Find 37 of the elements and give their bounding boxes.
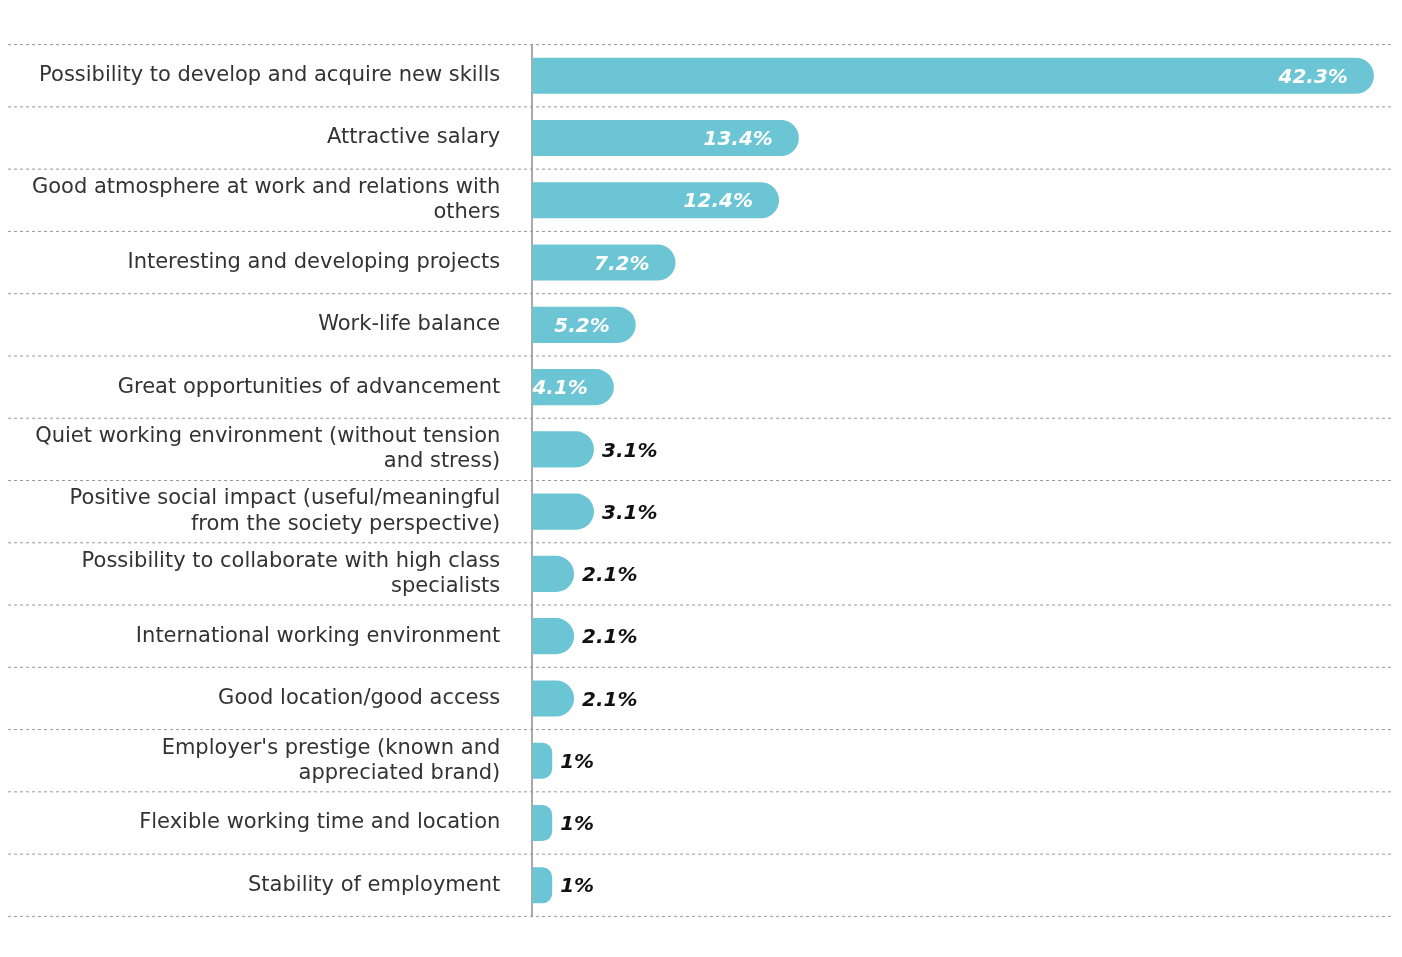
y-tick-label: Quiet working environment (without tension and stress): [35, 423, 501, 473]
bar: [532, 244, 676, 281]
y-tick-label: Employer's prestige (known and appreciated brand): [161, 734, 501, 784]
data-label: 4.1%: [531, 375, 588, 400]
data-label: 12.4%: [683, 188, 754, 213]
y-tick-label: Stability of employment: [248, 871, 501, 896]
data-label: 5.2%: [554, 313, 610, 338]
data-label: 1%: [560, 873, 595, 898]
y-tick-label: Positive social impact (useful/meaningful from the society perspective): [69, 485, 501, 535]
y-tick-label: Great opportunities of advancement: [117, 373, 501, 398]
bar: [532, 493, 594, 530]
data-label: 42.3%: [1277, 63, 1348, 88]
bar: [532, 742, 553, 779]
bar: [532, 57, 1374, 94]
data-label: 3.1%: [601, 499, 658, 524]
data-label: 2.1%: [582, 686, 638, 711]
y-tick-label: Possibility to collaborate with high class specialists: [81, 547, 501, 597]
bar: [532, 431, 594, 468]
bar: [532, 182, 780, 219]
y-tick-label: Attractive salary: [327, 124, 501, 149]
y-tick-label: Good location/good access: [218, 684, 501, 709]
data-label: 1%: [560, 811, 595, 836]
data-label: 13.4%: [703, 126, 773, 151]
y-tick-label: Work-life balance: [318, 311, 501, 336]
y-tick-label: Flexible working time and location: [139, 809, 501, 834]
data-label: 7.2%: [594, 250, 650, 275]
bar: [532, 119, 799, 157]
bar: [532, 804, 553, 842]
y-tick-label: Interesting and developing projects: [127, 249, 501, 273]
y-tick-label: Good atmosphere at work and relations with others: [32, 174, 501, 224]
data-label: 2.1%: [582, 562, 638, 587]
y-tick-label: Possibility to develop and acquire new skills: [39, 62, 501, 87]
data-label: 2.1%: [582, 624, 638, 649]
bar: [532, 867, 553, 904]
y-tick-label: International working environment: [135, 622, 501, 647]
data-label: 1%: [560, 748, 595, 773]
data-label: 3.1%: [601, 437, 658, 462]
